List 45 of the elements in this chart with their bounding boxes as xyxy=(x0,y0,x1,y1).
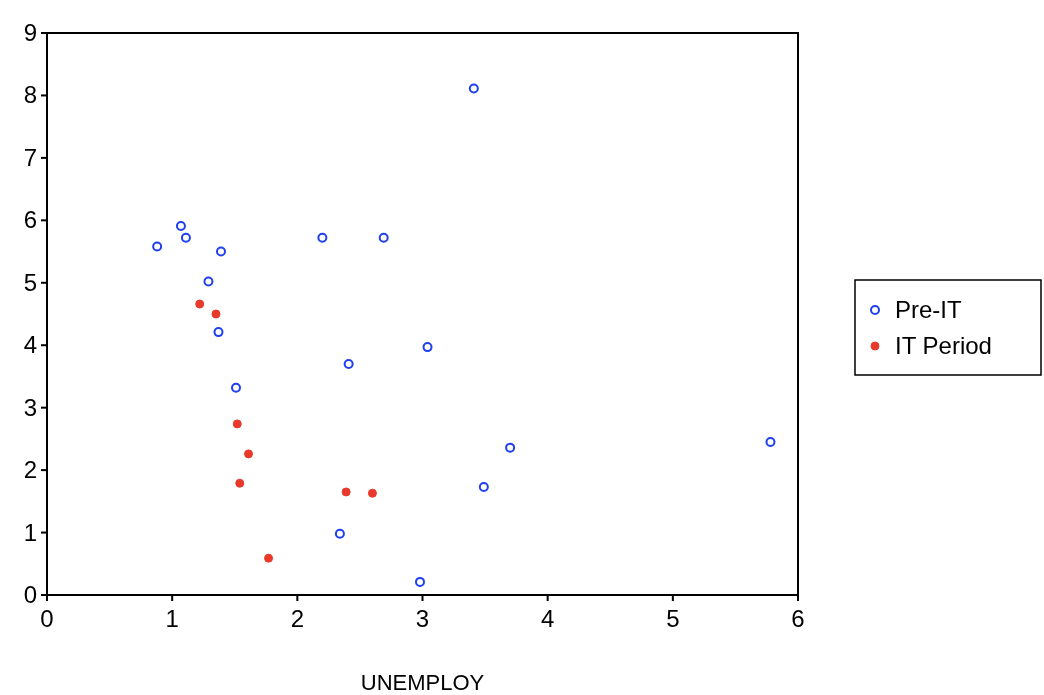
point xyxy=(468,83,479,94)
x-tick-label: 3 xyxy=(415,605,430,632)
y-tick-label: 8 xyxy=(23,81,37,109)
point xyxy=(175,220,186,231)
point xyxy=(152,241,163,252)
point xyxy=(478,481,489,492)
x-tick-label: 4 xyxy=(540,605,555,632)
point xyxy=(231,382,241,393)
point xyxy=(215,246,226,257)
point xyxy=(244,449,254,459)
point xyxy=(213,327,224,338)
point xyxy=(195,299,205,309)
y-tick-label: 4 xyxy=(23,331,37,359)
point xyxy=(505,442,516,453)
y-tick-label: 3 xyxy=(23,393,37,421)
point xyxy=(334,528,345,539)
point xyxy=(343,358,354,369)
x-tick-label: 6 xyxy=(791,605,805,632)
y-tick-label: 1 xyxy=(23,518,37,546)
y-tick-label: 2 xyxy=(23,456,37,484)
x-tick-label: 1 xyxy=(165,605,179,632)
point xyxy=(235,478,245,488)
y-tick-label: 7 xyxy=(23,143,37,171)
x-tick-label: 2 xyxy=(290,605,305,632)
y-tick-label: 9 xyxy=(23,19,37,46)
point xyxy=(378,232,389,243)
legend-label: Pre-IT xyxy=(895,296,963,323)
y-tick-label: 5 xyxy=(23,268,37,296)
point xyxy=(203,276,214,287)
y-tick-label: 6 xyxy=(23,206,37,234)
x-tick-label: 5 xyxy=(666,605,680,632)
point xyxy=(211,309,221,319)
point xyxy=(367,488,377,498)
legend-label: IT Period xyxy=(895,332,992,359)
point xyxy=(232,419,242,429)
point xyxy=(264,553,274,563)
y-tick-label: 0 xyxy=(23,581,37,608)
point xyxy=(180,232,191,243)
x-tick-label: 0 xyxy=(40,605,54,632)
point xyxy=(415,576,425,587)
point xyxy=(317,232,328,243)
point xyxy=(765,437,776,448)
point xyxy=(422,342,433,353)
point xyxy=(341,487,351,497)
x-axis-title: UNEMPLOY xyxy=(360,670,485,695)
